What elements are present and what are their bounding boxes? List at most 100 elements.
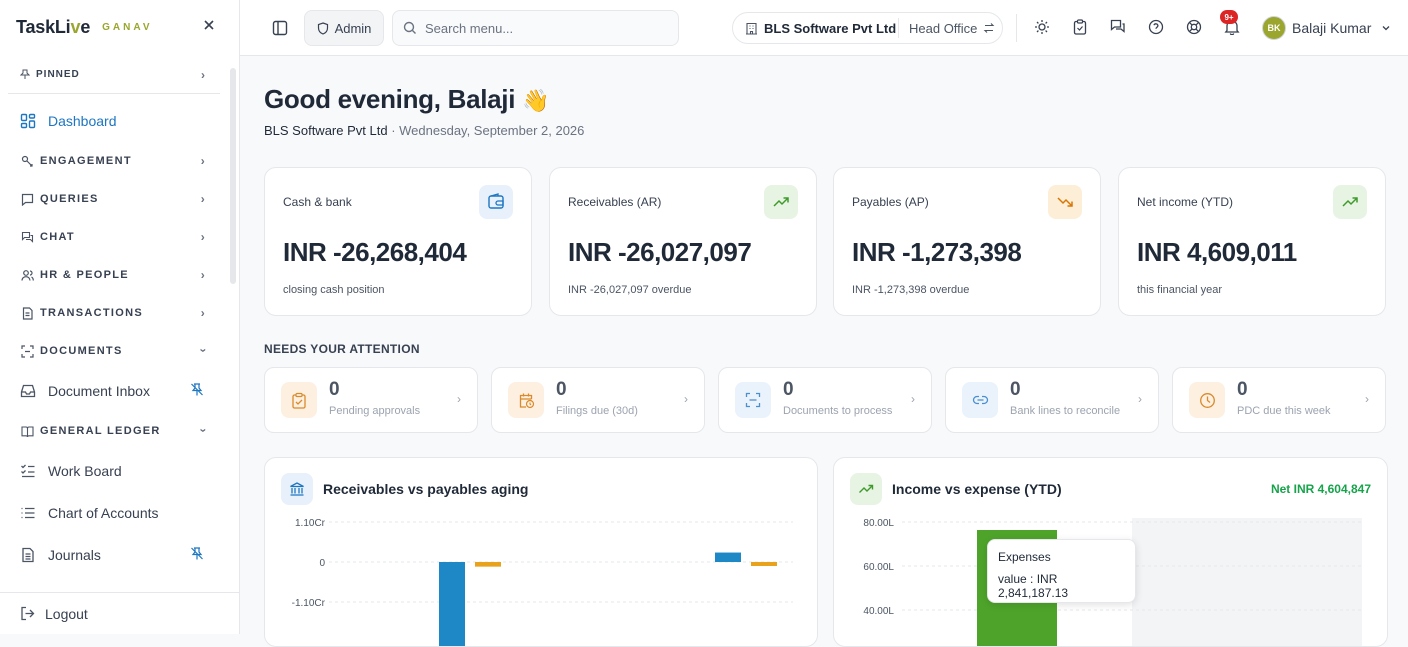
pin-off-icon[interactable]: [190, 547, 204, 564]
panel-header: Receivables vs payables aging: [281, 473, 528, 505]
kpi-note: this financial year: [1137, 284, 1222, 296]
support-icon[interactable]: [1184, 17, 1204, 37]
branch-selector[interactable]: Head Office: [899, 21, 995, 36]
sidebar-item-work-board[interactable]: Work Board: [8, 450, 220, 492]
sidebar-item-document-inbox[interactable]: Document Inbox: [8, 370, 220, 412]
attention-count: 0: [1237, 379, 1248, 400]
sidebar-item-engagement[interactable]: ENGAGEMENT ›: [8, 142, 220, 180]
sidebar-item-chat[interactable]: CHAT ›: [8, 218, 220, 256]
logout-button[interactable]: Logout: [0, 592, 239, 634]
wallet-icon: [479, 185, 513, 219]
attention-label: Bank lines to reconcile: [1010, 405, 1121, 417]
kpi-value: INR -26,268,404: [283, 237, 467, 267]
company-name: BLS Software Pvt Ltd: [764, 20, 897, 36]
search-box[interactable]: [392, 10, 679, 46]
aging-bar: [439, 562, 465, 646]
attention-card-filings-due[interactable]: 0 Filings due (30d) ›: [491, 367, 705, 433]
attention-card-documents[interactable]: 0 Documents to process ›: [718, 367, 932, 433]
sidebar-item-label: TRANSACTIONS: [40, 307, 143, 319]
chevron-down-icon: ›: [196, 428, 211, 434]
calendar-clock-icon: [508, 382, 544, 418]
y-tick-label: 0: [319, 558, 325, 569]
sidebar-item-label: ENGAGEMENT: [40, 155, 132, 167]
scan-icon: [735, 382, 771, 418]
logout-label: Logout: [45, 605, 88, 622]
help-icon[interactable]: [1146, 17, 1166, 37]
attention-card-pending-approvals[interactable]: 0 Pending approvals ›: [264, 367, 478, 433]
hover-band: [1132, 518, 1362, 646]
chevron-right-icon: ›: [1138, 392, 1142, 406]
kpi-card-cash-bank[interactable]: Cash & bank INR -26,268,404 closing cash…: [264, 167, 532, 316]
attention-count: 0: [1010, 379, 1021, 400]
sidebar-item-label: DOCUMENTS: [40, 345, 123, 357]
kpi-card-payables[interactable]: Payables (AP) INR -1,273,398 INR -1,273,…: [833, 167, 1101, 316]
kpi-label: Receivables (AR): [568, 195, 662, 209]
top-bar: Admin BLS Software Pvt Ltd Head Office 9…: [240, 0, 1408, 56]
kpi-card-net-income[interactable]: Net income (YTD) INR 4,609,011 this fina…: [1118, 167, 1386, 316]
list-checks-icon: [20, 463, 36, 479]
search-input[interactable]: [425, 20, 665, 36]
kpi-note: INR -1,273,398 overdue: [852, 284, 970, 296]
avatar: BK: [1262, 16, 1286, 40]
sidebar-item-label: Work Board: [48, 463, 122, 479]
sidebar-item-general-ledger[interactable]: GENERAL LEDGER ›: [8, 412, 220, 450]
chevron-right-icon: ›: [200, 154, 206, 168]
messages-icon[interactable]: [1108, 17, 1128, 37]
attention-label: Pending approvals: [329, 405, 421, 417]
chevron-right-icon: ›: [1365, 392, 1369, 406]
engagement-icon: [20, 153, 34, 169]
clipboard-icon[interactable]: [1070, 17, 1090, 37]
sidebar-item-dashboard[interactable]: Dashboard: [8, 100, 220, 142]
user-menu[interactable]: BK Balaji Kumar: [1262, 15, 1391, 41]
attention-card-pdc-due[interactable]: 0 PDC due this week ›: [1172, 367, 1386, 433]
pinned-section[interactable]: PINNED ›: [8, 56, 220, 94]
panel-header: Income vs expense (YTD): [850, 473, 1062, 505]
dashboard-icon: [20, 113, 36, 129]
sidebar-item-queries[interactable]: QUERIES ›: [8, 180, 220, 218]
toggle-sidebar-icon[interactable]: [270, 18, 290, 38]
chevron-right-icon: ›: [200, 268, 206, 282]
shield-icon: [317, 21, 329, 35]
company-selector[interactable]: BLS Software Pvt Ltd: [733, 18, 899, 38]
user-name: Balaji Kumar: [1292, 20, 1372, 36]
aging-bar: [475, 562, 501, 567]
chevron-right-icon: ›: [200, 306, 206, 320]
chevron-right-icon: ›: [684, 392, 688, 406]
chevron-right-icon: ›: [911, 392, 915, 406]
attention-label: Filings due (30d): [556, 405, 638, 417]
trending-down-icon: [1048, 185, 1082, 219]
sidebar-item-label: Chart of Accounts: [48, 505, 159, 521]
sidebar: TaskLive GANAV PINNED › Dashboard ENGAGE…: [0, 0, 240, 634]
sidebar-item-transactions[interactable]: TRANSACTIONS ›: [8, 294, 220, 332]
attention-heading: NEEDS YOUR ATTENTION: [264, 342, 420, 356]
search-icon: [403, 21, 417, 35]
y-tick-label: -1.10Cr: [292, 598, 326, 609]
attention-card-bank-lines[interactable]: 0 Bank lines to reconcile ›: [945, 367, 1159, 433]
sidebar-item-hr-people[interactable]: HR & PEOPLE ›: [8, 256, 220, 294]
company-switcher[interactable]: BLS Software Pvt Ltd Head Office: [732, 12, 1003, 44]
sun-icon[interactable]: [1032, 17, 1052, 37]
admin-button[interactable]: Admin: [304, 10, 384, 46]
sidebar-item-chart-of-accounts[interactable]: Chart of Accounts: [8, 492, 220, 534]
clock-icon: [1189, 382, 1225, 418]
tooltip-value: value : INR 2,841,187.13: [998, 572, 1069, 600]
close-sidebar-icon[interactable]: [200, 18, 218, 36]
sidebar-scrollbar[interactable]: [230, 68, 236, 284]
aging-chart: 1.10Cr 0 -1.10Cr: [292, 518, 793, 646]
chevron-right-icon: ›: [201, 67, 206, 82]
income-chart-panel: Income vs expense (YTD) Net INR 4,604,84…: [833, 457, 1388, 647]
receipt-icon: [20, 305, 34, 321]
panel-title: Receivables vs payables aging: [323, 481, 529, 497]
pin-off-icon[interactable]: [190, 383, 204, 400]
book-open-icon: [20, 423, 34, 439]
kpi-note: closing cash position: [283, 284, 385, 296]
kpi-card-receivables[interactable]: Receivables (AR) INR -26,027,097 INR -26…: [549, 167, 817, 316]
kpi-label: Payables (AP): [852, 195, 929, 209]
sidebar-item-journals[interactable]: Journals: [8, 534, 220, 576]
kpi-value: INR -26,027,097: [568, 237, 752, 267]
sidebar-item-documents[interactable]: DOCUMENTS ›: [8, 332, 220, 370]
trending-up-icon: [850, 473, 882, 505]
y-tick-label: 60.00L: [863, 562, 894, 573]
clipboard-check-icon: [281, 382, 317, 418]
building-icon: [745, 22, 758, 35]
